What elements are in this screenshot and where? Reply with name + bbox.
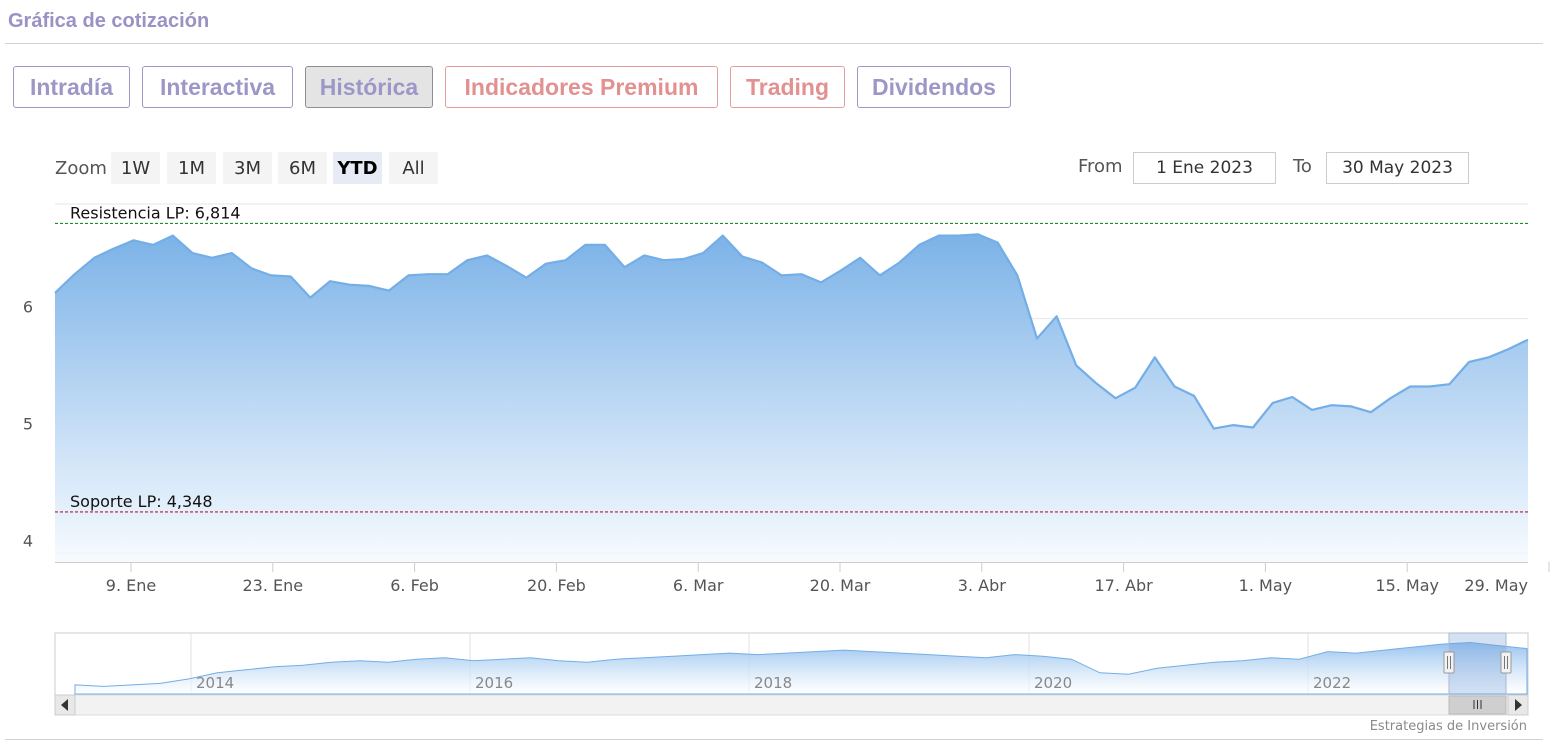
x-tick-label: 29. May	[1464, 576, 1528, 595]
navigator-right-handle[interactable]	[1500, 651, 1512, 674]
chevron-left-icon	[61, 699, 68, 711]
x-tick-label: 3. Abr	[958, 576, 1006, 595]
y-tick-label: 5	[23, 415, 33, 434]
tab-historica[interactable]: Histórica	[305, 66, 433, 108]
navigator-year-label: 2022	[1313, 674, 1351, 692]
x-tick-label: 20. Mar	[810, 576, 871, 595]
navigator-area	[74, 641, 1528, 695]
tab-intradia[interactable]: Intradía	[13, 66, 130, 108]
scroll-left-button[interactable]	[54, 694, 76, 716]
scroll-thumb-grip-icon	[1473, 700, 1482, 709]
page-title: Gráfica de cotización	[8, 10, 210, 32]
title-divider	[5, 43, 1543, 44]
zoom-ytd-button[interactable]: YTD	[333, 152, 382, 184]
navigator-year-label: 2016	[475, 674, 513, 692]
zoom-3m-button[interactable]: 3M	[223, 152, 272, 184]
x-tick-label: 15. May	[1375, 576, 1439, 595]
chart-credit[interactable]: Estrategias de Inversión	[1370, 719, 1527, 734]
tab-interactiva[interactable]: Interactiva	[142, 66, 293, 108]
zoom-all-button[interactable]: All	[389, 152, 438, 184]
x-tick-label: 17. Abr	[1094, 576, 1153, 595]
zoom-label: Zoom	[55, 158, 107, 179]
y-tick-label: 4	[23, 532, 33, 551]
x-tick-label: 6. Mar	[673, 576, 724, 595]
tab-indicadores-premium[interactable]: Indicadores Premium	[445, 66, 718, 108]
navigator-left-handle[interactable]	[1443, 651, 1455, 674]
zoom-6m-button[interactable]: 6M	[278, 152, 327, 184]
y-tick-label: 6	[23, 298, 33, 317]
range-to-label: To	[1293, 156, 1312, 177]
x-tick-label: 6. Feb	[390, 576, 439, 595]
range-from-input[interactable]: 1 Ene 2023	[1133, 152, 1276, 184]
x-tick-label: 23. Ene	[242, 576, 303, 595]
navigator-scrollbar[interactable]	[54, 694, 1529, 716]
navigator-year-label: 2014	[196, 674, 234, 692]
price-area	[55, 234, 1528, 562]
zoom-1m-button[interactable]: 1M	[167, 152, 216, 184]
x-tick-label: 9. Ene	[106, 576, 156, 595]
reference-line-label: Soporte LP: 4,348	[70, 492, 213, 511]
tab-dividendos[interactable]: Dividendos	[857, 66, 1011, 108]
tab-trading[interactable]: Trading	[730, 66, 845, 108]
navigator-year-label: 2020	[1034, 674, 1072, 692]
navigator-year-label: 2018	[754, 674, 792, 692]
x-tick-label: 20. Feb	[527, 576, 586, 595]
reference-line-label: Resistencia LP: 6,814	[70, 203, 241, 222]
navigator[interactable]: 2014 2016 2018 2020 2022	[54, 632, 1529, 696]
chevron-right-icon	[1515, 699, 1522, 711]
x-tick-label: 1. May	[1239, 576, 1292, 595]
range-to-input[interactable]: 30 May 2023	[1326, 152, 1469, 184]
zoom-1w-button[interactable]: 1W	[111, 152, 160, 184]
scroll-right-button[interactable]	[1507, 694, 1529, 716]
price-line	[54, 233, 1529, 430]
bottom-divider	[5, 739, 1543, 740]
navigator-selection[interactable]	[1448, 632, 1507, 696]
plot-frame	[55, 203, 1528, 563]
range-from-label: From	[1078, 156, 1123, 177]
